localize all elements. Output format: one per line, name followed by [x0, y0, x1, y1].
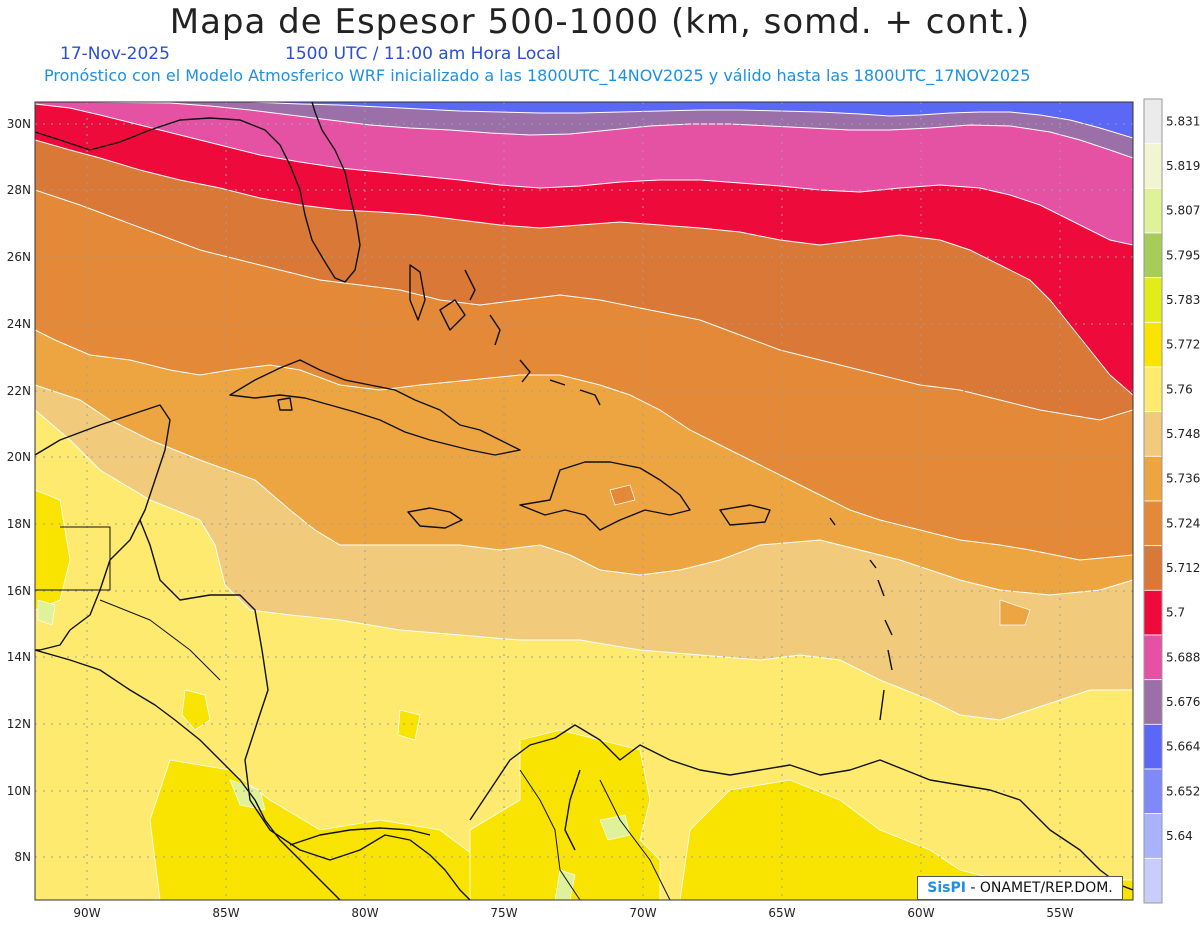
green-cells: [37, 599, 631, 900]
lon-tick: 60W: [907, 906, 934, 920]
color-bar-label: 5.748: [1166, 427, 1200, 441]
credit-box: SisPI - ONAMET/REP.DOM.: [917, 876, 1123, 900]
coastlines: [35, 102, 1133, 900]
color-bar-label: 5.736: [1166, 472, 1200, 486]
color-bar-swatch: [1143, 98, 1163, 145]
color-bar-swatch: [1143, 634, 1163, 681]
band-5688: [35, 102, 1133, 246]
lat-tick: 16N: [7, 584, 31, 598]
color-bar-label: 5.664: [1166, 740, 1200, 754]
lat-tick: 20N: [7, 450, 31, 464]
color-bar-label: 5.724: [1166, 516, 1200, 530]
color-bar-swatch: [1143, 366, 1163, 413]
color-bar-labels: 5.831 5.819 5.807 5.795 5.783 5.772 5.76 5.748 5…: [1166, 114, 1200, 843]
lat-tick: 28N: [7, 183, 31, 197]
lat-tick: 26N: [7, 250, 31, 264]
color-bar-swatch: [1143, 500, 1163, 547]
color-bar-label: 5.831: [1166, 114, 1200, 128]
color-bar-label: 5.783: [1166, 293, 1200, 307]
color-bar-label: 5.688: [1166, 650, 1200, 664]
color-bar-frame: [1143, 98, 1163, 904]
lon-tick: 80W: [351, 906, 378, 920]
lon-tick: 55W: [1046, 906, 1073, 920]
color-bar-label: 5.807: [1166, 204, 1200, 218]
lat-tick: 22N: [7, 384, 31, 398]
contour-fill: [35, 102, 1133, 900]
map-title: Mapa de Espesor 500-1000 (km, somd. + co…: [169, 2, 1031, 42]
lon-tick: 90W: [73, 906, 100, 920]
model-subtitle: Pronóstico con el Modelo Atmosferico WRF…: [44, 66, 1031, 85]
color-bar-swatch: [1143, 589, 1163, 636]
color-bar-label: 5.64: [1166, 829, 1193, 843]
color-bar-label: 5.819: [1166, 159, 1200, 173]
color-bar-label: 5.676: [1166, 695, 1200, 709]
color-bar-swatch: [1143, 723, 1163, 770]
color-bar-swatch: [1143, 411, 1163, 457]
lon-axis: 90W 85W 80W 75W 70W 65W 60W 55W: [73, 906, 1073, 920]
color-bar-label: 5.652: [1166, 784, 1200, 798]
color-bar-label: 5.76: [1166, 382, 1193, 396]
lon-tick: 70W: [629, 906, 656, 920]
lat-tick: 8N: [14, 850, 31, 864]
lon-tick: 85W: [212, 906, 239, 920]
color-bar-swatch: [1143, 545, 1163, 591]
lat-axis: 30N 28N 26N 24N 22N 20N 18N 16N 14N 12N …: [7, 117, 31, 864]
color-bar-swatch: [1143, 321, 1163, 368]
color-bar-swatch: [1143, 232, 1163, 279]
lat-tick: 10N: [7, 784, 31, 798]
lat-tick: 24N: [7, 317, 31, 331]
forecast-date: 17-Nov-2025: [60, 44, 170, 64]
forecast-time: 1500 UTC / 11:00 am Hora Local: [285, 44, 561, 64]
lat-tick: 30N: [7, 117, 31, 131]
credit-text: - ONAMET/REP.DOM.: [970, 880, 1113, 896]
credit-brand: SisPI: [927, 880, 966, 896]
color-bar-label: 5.772: [1166, 338, 1200, 352]
color-bar-label: 5.7: [1166, 606, 1185, 620]
lat-tick: 12N: [7, 717, 31, 731]
color-bar-label: 5.712: [1166, 561, 1200, 575]
lon-tick: 75W: [490, 906, 517, 920]
map-frame: [34, 101, 1134, 901]
lon-tick: 65W: [768, 906, 795, 920]
color-bar-swatch: [1143, 187, 1163, 234]
color-bar-swatch: [1143, 277, 1163, 323]
color-bar-swatch: [1143, 679, 1163, 725]
color-bar-swatch: [1143, 813, 1163, 859]
color-bar-swatch: [1143, 768, 1163, 815]
color-bar: [1143, 98, 1163, 904]
lat-tick: 14N: [7, 650, 31, 664]
color-bar-swatch: [1143, 143, 1163, 189]
lat-tick: 18N: [7, 517, 31, 531]
color-bar-label: 5.795: [1166, 248, 1200, 262]
color-bar-swatch: [1143, 455, 1163, 502]
color-bar-swatch: [1143, 857, 1163, 904]
